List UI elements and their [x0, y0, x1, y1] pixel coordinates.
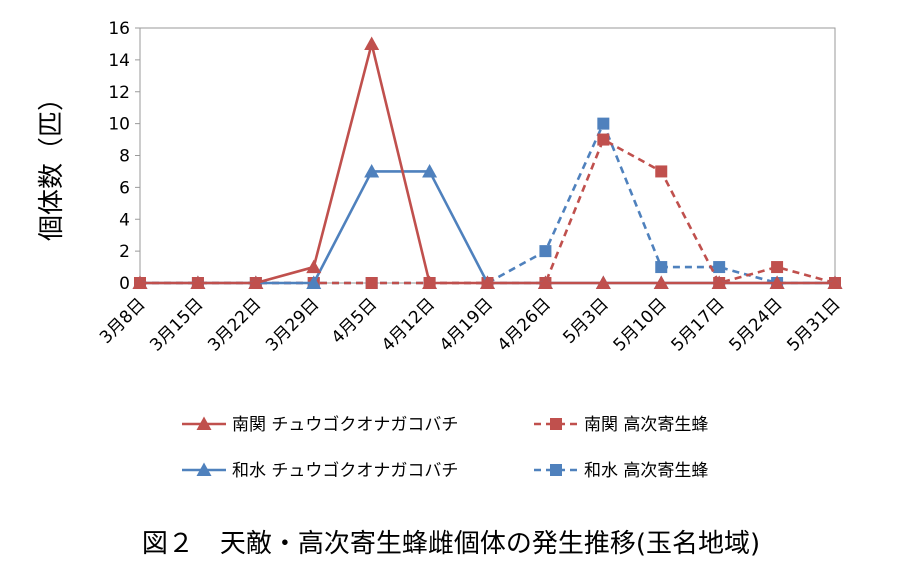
data-point — [365, 277, 378, 289]
y-tick-label: 2 — [119, 242, 130, 262]
legend-item: 南関 高次寄生蜂 — [534, 415, 708, 435]
plot-area — [139, 27, 836, 284]
x-tick-label: 5月3日 — [559, 294, 612, 347]
x-tick-label: 5月17日 — [668, 294, 729, 355]
x-tick-label: 3月22日 — [204, 294, 265, 355]
series-line — [140, 138, 836, 285]
legend-marker — [196, 416, 212, 430]
legend-label: 和水 チュウゴクオナガコバチ — [232, 460, 458, 481]
legend-label: 南関 高次寄生蜂 — [584, 415, 708, 435]
data-point — [306, 275, 322, 289]
data-point — [655, 261, 668, 274]
x-tick-label: 4月19日 — [436, 294, 497, 355]
data-point — [827, 275, 843, 289]
data-point — [248, 275, 264, 289]
series-1 — [134, 133, 841, 289]
figure-caption: 図２ 天敵・高次寄生蜂雌個体の発生推移(玉名地域) — [142, 529, 760, 559]
y-tick-label: 4 — [119, 210, 130, 230]
legend-marker — [196, 462, 212, 476]
data-point — [595, 275, 611, 289]
data-point — [190, 275, 206, 289]
data-point — [364, 36, 380, 50]
data-point — [364, 163, 380, 178]
y-axis-label: 個体数（匹） — [37, 85, 67, 241]
x-tick-label: 3月8日 — [96, 294, 149, 347]
data-point — [422, 163, 438, 178]
data-point — [597, 133, 610, 146]
legend-item: 和水 チュウゴクオナガコバチ — [182, 460, 458, 481]
series-0 — [132, 36, 843, 289]
y-tick-label: 12 — [108, 83, 130, 103]
y-tick-label: 6 — [119, 178, 130, 198]
data-point — [769, 275, 785, 289]
x-tick-label: 4月5日 — [328, 294, 381, 347]
data-point — [771, 261, 784, 274]
x-tick-label: 5月10日 — [610, 294, 671, 355]
legend-item: 和水 高次寄生蜂 — [534, 461, 708, 481]
legend-label: 和水 高次寄生蜂 — [584, 461, 708, 481]
data-point — [306, 259, 322, 274]
data-point — [422, 275, 438, 289]
data-point — [597, 117, 610, 130]
x-tick-label: 5月24日 — [725, 294, 786, 355]
x-tick-label: 3月15日 — [146, 294, 207, 355]
series-3 — [134, 117, 841, 289]
data-point — [713, 261, 726, 274]
y-tick-label: 0 — [119, 274, 130, 294]
data-point — [655, 165, 668, 178]
series-line — [140, 122, 835, 285]
y-tick-label: 14 — [108, 51, 130, 71]
data-point — [132, 275, 148, 289]
data-point — [539, 245, 552, 258]
x-tick-label: 4月26日 — [494, 294, 555, 355]
legend-label: 南関 チュウゴクオナガコバチ — [232, 414, 458, 435]
data-point — [711, 275, 727, 289]
x-tick-label: 5月31日 — [783, 294, 844, 355]
series-2 — [132, 163, 843, 289]
y-tick-label: 10 — [108, 115, 130, 135]
y-tick-label: 8 — [119, 147, 130, 167]
y-tick-label: 16 — [108, 19, 130, 39]
data-point — [537, 275, 553, 289]
data-point — [480, 275, 495, 289]
legend-item: 南関 チュウゴクオナガコバチ — [182, 414, 458, 435]
data-point — [653, 275, 669, 289]
series-line — [140, 170, 835, 285]
x-tick-label: 3月29日 — [262, 294, 323, 355]
x-tick-label: 4月12日 — [378, 294, 439, 355]
legend-marker — [550, 464, 562, 476]
series-line — [140, 42, 835, 285]
legend-marker — [550, 418, 562, 430]
